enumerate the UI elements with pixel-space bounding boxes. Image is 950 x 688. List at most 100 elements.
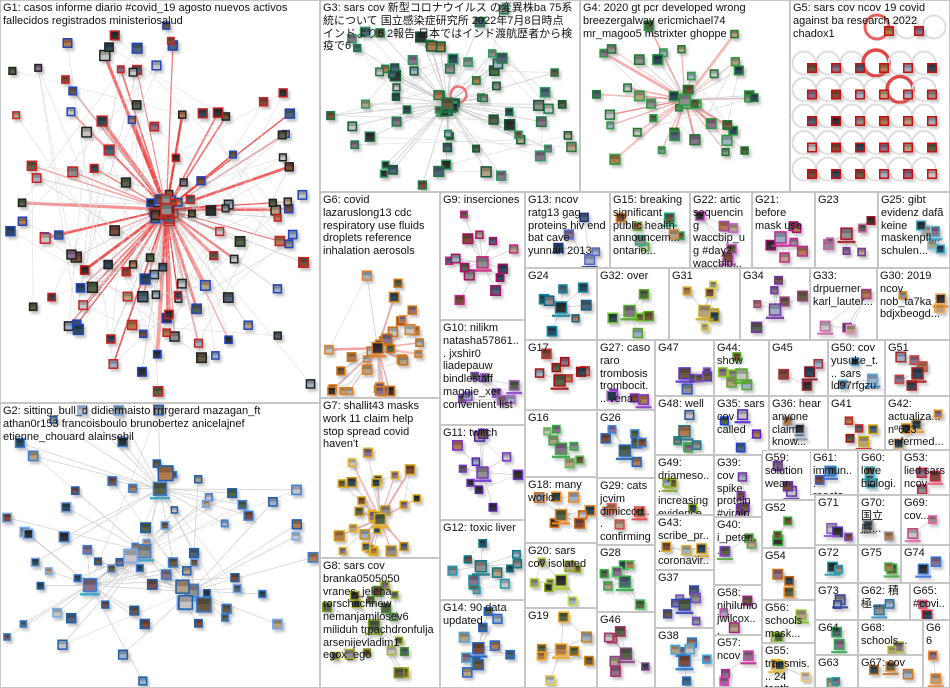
group-network-g23 xyxy=(822,216,876,257)
group-network-g55 xyxy=(768,658,811,682)
group-network-g27 xyxy=(606,388,652,409)
group-network-g66 xyxy=(927,650,944,687)
group-box-g60: G60: love biologi... xyxy=(858,450,901,495)
group-network-g51 xyxy=(894,351,928,391)
group-network-g59 xyxy=(772,460,800,499)
group-box-g64: G64 xyxy=(815,620,858,655)
group-box-g9: G9: inserciones xyxy=(440,192,525,320)
group-network-g65 xyxy=(917,599,933,619)
group-box-g75: G75 xyxy=(858,545,901,583)
group-network-g24 xyxy=(538,282,592,337)
group-network-g13 xyxy=(553,212,601,267)
group-network-g48 xyxy=(673,409,702,453)
group-network-g62 xyxy=(871,598,895,619)
group-box-g58: G58: nihilunio jwilcox... xyxy=(714,585,762,635)
group-box-g51: G51 xyxy=(885,340,950,396)
group-network-g34 xyxy=(750,275,809,334)
group-network-g49 xyxy=(661,477,698,513)
group-box-g47: G47 xyxy=(655,340,714,396)
group-network-g52 xyxy=(769,516,793,547)
group-network-g26 xyxy=(600,424,647,468)
group-box-g48: G48: well xyxy=(655,396,714,455)
group-network-g69 xyxy=(904,515,938,543)
group-network-g45 xyxy=(778,358,824,391)
group-box-g71: G71 xyxy=(815,495,858,545)
group-network-g1 xyxy=(5,21,316,397)
group-network-g46 xyxy=(603,626,650,678)
group-network-g12 xyxy=(447,539,523,595)
group-network-g58 xyxy=(719,595,753,634)
group-network-g36 xyxy=(782,415,808,441)
group-box-g67: G67: cov xyxy=(858,655,923,688)
group-box-g22: G22: artic sequencing waccbip_ug #day2 w… xyxy=(690,192,752,268)
group-network-g17 xyxy=(534,348,591,390)
group-box-g11: G11: twitch xyxy=(440,425,525,520)
group-network-g64 xyxy=(831,626,848,654)
group-box-g46: G46 xyxy=(597,612,655,688)
group-box-g20: G20: sars cov isolated xyxy=(525,543,597,608)
group-box-g40: G40: i_peter... xyxy=(714,517,762,585)
group-box-g54: G54 xyxy=(762,548,815,600)
group-network-g37 xyxy=(662,585,701,626)
group-network-g6 xyxy=(324,270,424,397)
group-network-g15 xyxy=(615,212,685,252)
group-box-g12: G12: toxic liver xyxy=(440,520,525,600)
group-box-g4: G4: 2020 gt pcr developed wrong breezerg… xyxy=(580,0,790,192)
group-network-g8 xyxy=(321,580,410,679)
group-box-g50: G50: cov yusuke_t... sars ld97rfgzu... xyxy=(828,340,885,396)
group-network-g28 xyxy=(599,560,646,610)
group-box-g34: G34 xyxy=(740,268,810,340)
group-box-g69: G69: cov... xyxy=(901,495,950,545)
group-box-g6: G6: covid lazaruslong13 cdc respiratory … xyxy=(320,192,440,398)
group-box-g5: G5: sars cov ncov 19 covid against ba re… xyxy=(790,0,950,192)
group-box-g19: G19 xyxy=(525,608,597,688)
group-box-g14: G14: 90 data updated xyxy=(440,600,525,688)
group-network-g54 xyxy=(772,568,797,599)
group-box-g72: G72 xyxy=(815,545,858,583)
group-network-g14 xyxy=(458,606,515,678)
group-box-g57: G57: ncov xyxy=(714,635,762,688)
group-network-g7 xyxy=(333,447,422,557)
group-box-g1: G1: casos informe diario #covid_19 agost… xyxy=(0,0,320,403)
group-box-g56: G56: schools mask... xyxy=(762,600,815,643)
group-network-g53 xyxy=(916,467,944,494)
group-network-g22 xyxy=(694,210,739,266)
group-box-g45: G45 xyxy=(769,340,828,396)
group-network-g68 xyxy=(887,641,907,654)
group-network-g38 xyxy=(670,637,712,686)
group-network-g61 xyxy=(814,465,838,485)
group-box-g37: G37 xyxy=(655,570,714,628)
group-network-g39 xyxy=(733,472,750,516)
group-box-g63: G63 xyxy=(815,655,858,688)
group-box-g23: G23 xyxy=(815,192,878,268)
group-network-g30 xyxy=(898,290,949,314)
group-network-g9 xyxy=(445,210,519,306)
group-box-g28: G28 xyxy=(597,545,655,612)
group-network-g32 xyxy=(607,289,654,339)
group-box-g41: G41 xyxy=(828,396,885,450)
group-box-g36: G36: hear anyone claim know... xyxy=(769,396,828,450)
group-box-g16: G16 xyxy=(525,410,597,477)
group-network-g41 xyxy=(844,416,879,449)
group-box-g52: G52 xyxy=(762,500,815,548)
group-network-g5 xyxy=(791,13,947,182)
group-network-g73 xyxy=(832,594,849,609)
group-box-g10: G10: nilikm natasha57861... jxshir0 liad… xyxy=(440,320,525,425)
group-network-g74 xyxy=(915,556,942,578)
group-box-g62: G62: 積極... xyxy=(858,583,910,620)
group-box-g25: G25: gibt evidenz dafã keine maskenpfl..… xyxy=(878,192,950,268)
group-network-g2 xyxy=(1,404,319,686)
group-network-g75 xyxy=(883,562,900,578)
group-box-g70: G70: 国立感... xyxy=(858,495,901,545)
group-network-g42 xyxy=(893,409,943,449)
group-box-g66: G66 xyxy=(923,620,950,688)
group-network-g4 xyxy=(592,20,759,165)
group-box-g13: G13: ncov ratg13 gag proteins hiv end ba… xyxy=(525,192,610,268)
group-box-g39: G39: cov spike protein #viralp... xyxy=(714,455,762,517)
group-network-g71 xyxy=(823,522,853,542)
group-box-g44: G44: show xyxy=(714,340,769,396)
group-box-g2: G2: sitting_bull_d didiermaisto rrrrgera… xyxy=(0,403,320,688)
group-network-g72 xyxy=(824,561,843,576)
group-network-g20 xyxy=(529,557,582,606)
